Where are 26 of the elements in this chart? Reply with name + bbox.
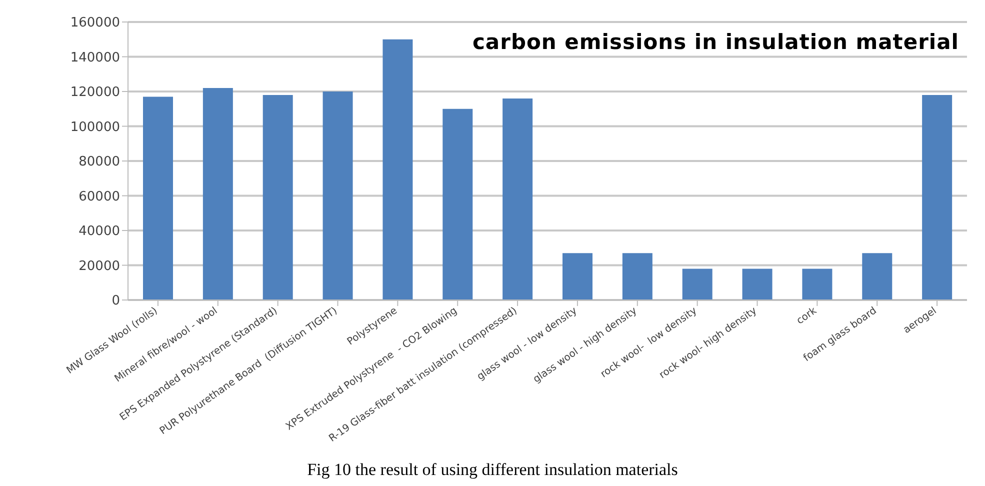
bar: [442, 108, 473, 300]
y-tick-label: 80000: [78, 154, 120, 170]
x-tick-label: cork: [794, 305, 820, 327]
bar: [802, 268, 832, 300]
bar: [742, 268, 772, 300]
bar: [202, 88, 233, 300]
y-tick-label: 0: [112, 294, 120, 309]
bar: [862, 253, 892, 300]
bar: [622, 253, 652, 300]
chart-title: carbon emissions in insulation material: [468, 30, 963, 54]
y-tick-label: 100000: [70, 120, 120, 135]
y-tick-label: 140000: [70, 50, 120, 66]
bar: [502, 98, 533, 300]
bar: [682, 268, 712, 300]
y-tick-label: 20000: [78, 258, 120, 274]
caption: Fig 10 the result of using different insulation materials: [306, 460, 679, 480]
bar: [143, 96, 173, 300]
y-tick-label: 120000: [70, 85, 120, 100]
bar: [562, 253, 592, 300]
bar: [322, 92, 353, 300]
y-tick-label: 160000: [70, 16, 120, 31]
bar: [922, 94, 952, 300]
y-tick-label: 60000: [78, 189, 120, 204]
bar: [382, 39, 413, 300]
y-tick-label: 40000: [78, 224, 120, 240]
bar: [262, 94, 293, 300]
